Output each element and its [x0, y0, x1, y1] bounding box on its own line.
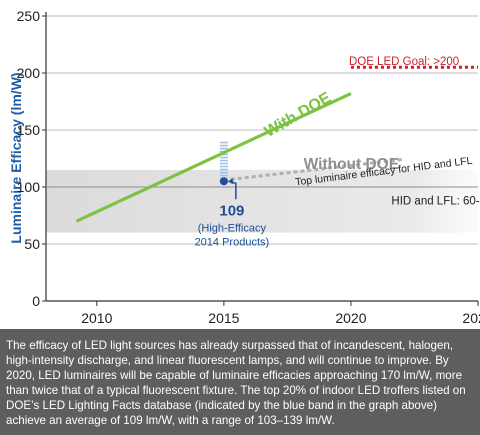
point-arrowhead: [227, 178, 233, 185]
hid-lfl-label: HID and LFL: 60-115: [391, 196, 480, 208]
y-tick-label: 200: [17, 65, 41, 81]
x-tick-label: 2010: [81, 310, 112, 326]
efficacy-chart: Luminaire Efficacy (lm/W) 0 50 100 150 200 25…: [8, 8, 480, 326]
with-doe-label: With DOE: [262, 89, 335, 141]
with-doe-line: [75, 92, 352, 223]
point-value-label: 109: [219, 202, 244, 219]
y-tick-label: 50: [24, 236, 40, 252]
point-note-line1: (High-Efficacy: [198, 222, 267, 234]
goal-label: DOE LED Goal: >200: [349, 56, 459, 68]
x-tick-label: 2025: [462, 310, 480, 326]
y-tick-label: 100: [17, 179, 41, 195]
y-tick-label: 150: [17, 122, 41, 138]
y-tick-label: 250: [17, 8, 41, 24]
y-tick-label: 0: [32, 293, 40, 309]
without-doe-label: Without DOE: [304, 156, 399, 173]
x-tick-label: 2020: [335, 310, 366, 326]
without-doe-line: [223, 158, 402, 182]
point-note-line2: 2014 Products): [195, 236, 270, 248]
data-point-109: [219, 177, 228, 186]
y-axis-label: Luminaire Efficacy (lm/W): [8, 72, 24, 243]
x-tick-label: 2015: [208, 310, 239, 326]
caption: The efficacy of LED light sources has al…: [0, 329, 480, 435]
